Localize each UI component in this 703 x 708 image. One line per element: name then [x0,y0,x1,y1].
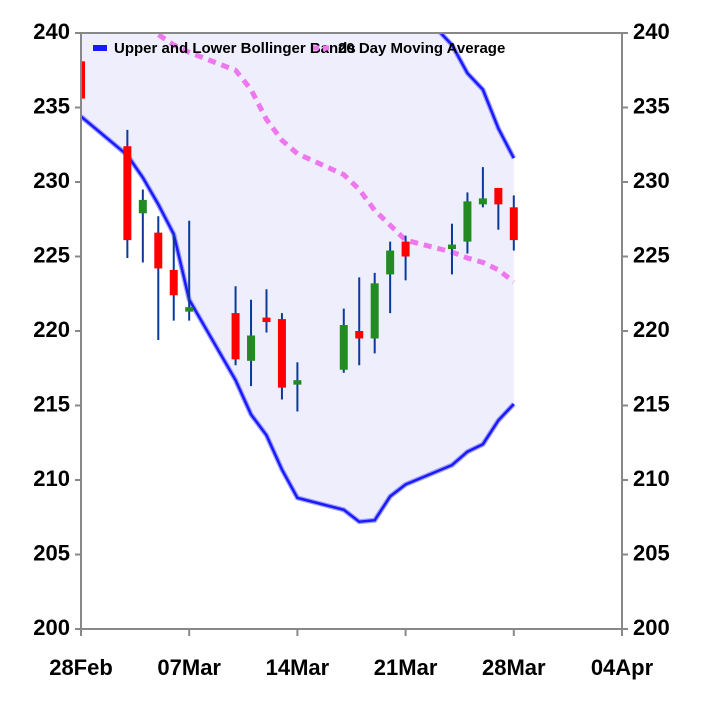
y-tick-label: 210 [33,466,70,491]
y2-tick-label: 235 [633,93,670,118]
candle-body [169,269,178,296]
candle-body [509,207,518,241]
candle-body [247,335,256,361]
band-area [81,33,514,522]
legend-swatch [93,45,107,51]
y2-tick-label: 230 [633,168,670,193]
y-tick-label: 235 [33,93,70,118]
candle-body [370,283,379,339]
y2-tick-label: 220 [633,317,670,342]
candle-body [447,244,456,250]
legend-label: Upper and Lower Bollinger Bands [114,40,356,57]
candle-body [138,199,147,214]
x-tick-label: 07Mar [157,655,221,680]
x-tick-label: 28Mar [482,655,546,680]
candle-body [185,307,194,312]
x-tick-label: 28Feb [49,655,113,680]
candle-body [231,313,240,360]
y2-tick-label: 200 [633,615,670,640]
y2-tick-label: 205 [633,540,670,565]
candle-body [494,187,503,205]
band-line [81,115,515,524]
y2-tick-label: 210 [633,466,670,491]
candle-body [262,317,271,323]
moving-average-line [150,33,516,284]
band-line [439,33,515,159]
y-tick-label: 240 [33,19,70,44]
y2-tick-label: 225 [633,242,670,267]
x-tick-label: 04Apr [591,655,654,680]
y2-tick-label: 215 [633,391,670,416]
axes: 200 200 205 205 210 210 215 215 220 220 225 225 230 2… [33,19,669,680]
candle-body [81,61,85,99]
y-tick-label: 205 [33,540,70,565]
candle-body [154,232,163,269]
y2-tick-label: 240 [633,19,670,44]
candle-body [463,201,472,242]
plot-area [81,33,518,525]
candle-body [478,198,487,205]
candle-body [401,241,410,257]
legend-label: 20 Day Moving Average [338,40,505,57]
y-tick-label: 225 [33,242,70,267]
x-tick-label: 14Mar [266,655,330,680]
candle-body [293,380,302,385]
candle-body [277,319,286,388]
candle-body [339,325,348,370]
y-tick-label: 200 [33,615,70,640]
y-tick-label: 230 [33,168,70,193]
candle-body [123,146,132,241]
y-tick-label: 220 [33,317,70,342]
x-tick-label: 21Mar [374,655,438,680]
candle-body [355,331,364,339]
candle-body [386,250,395,275]
y-tick-label: 215 [33,391,70,416]
